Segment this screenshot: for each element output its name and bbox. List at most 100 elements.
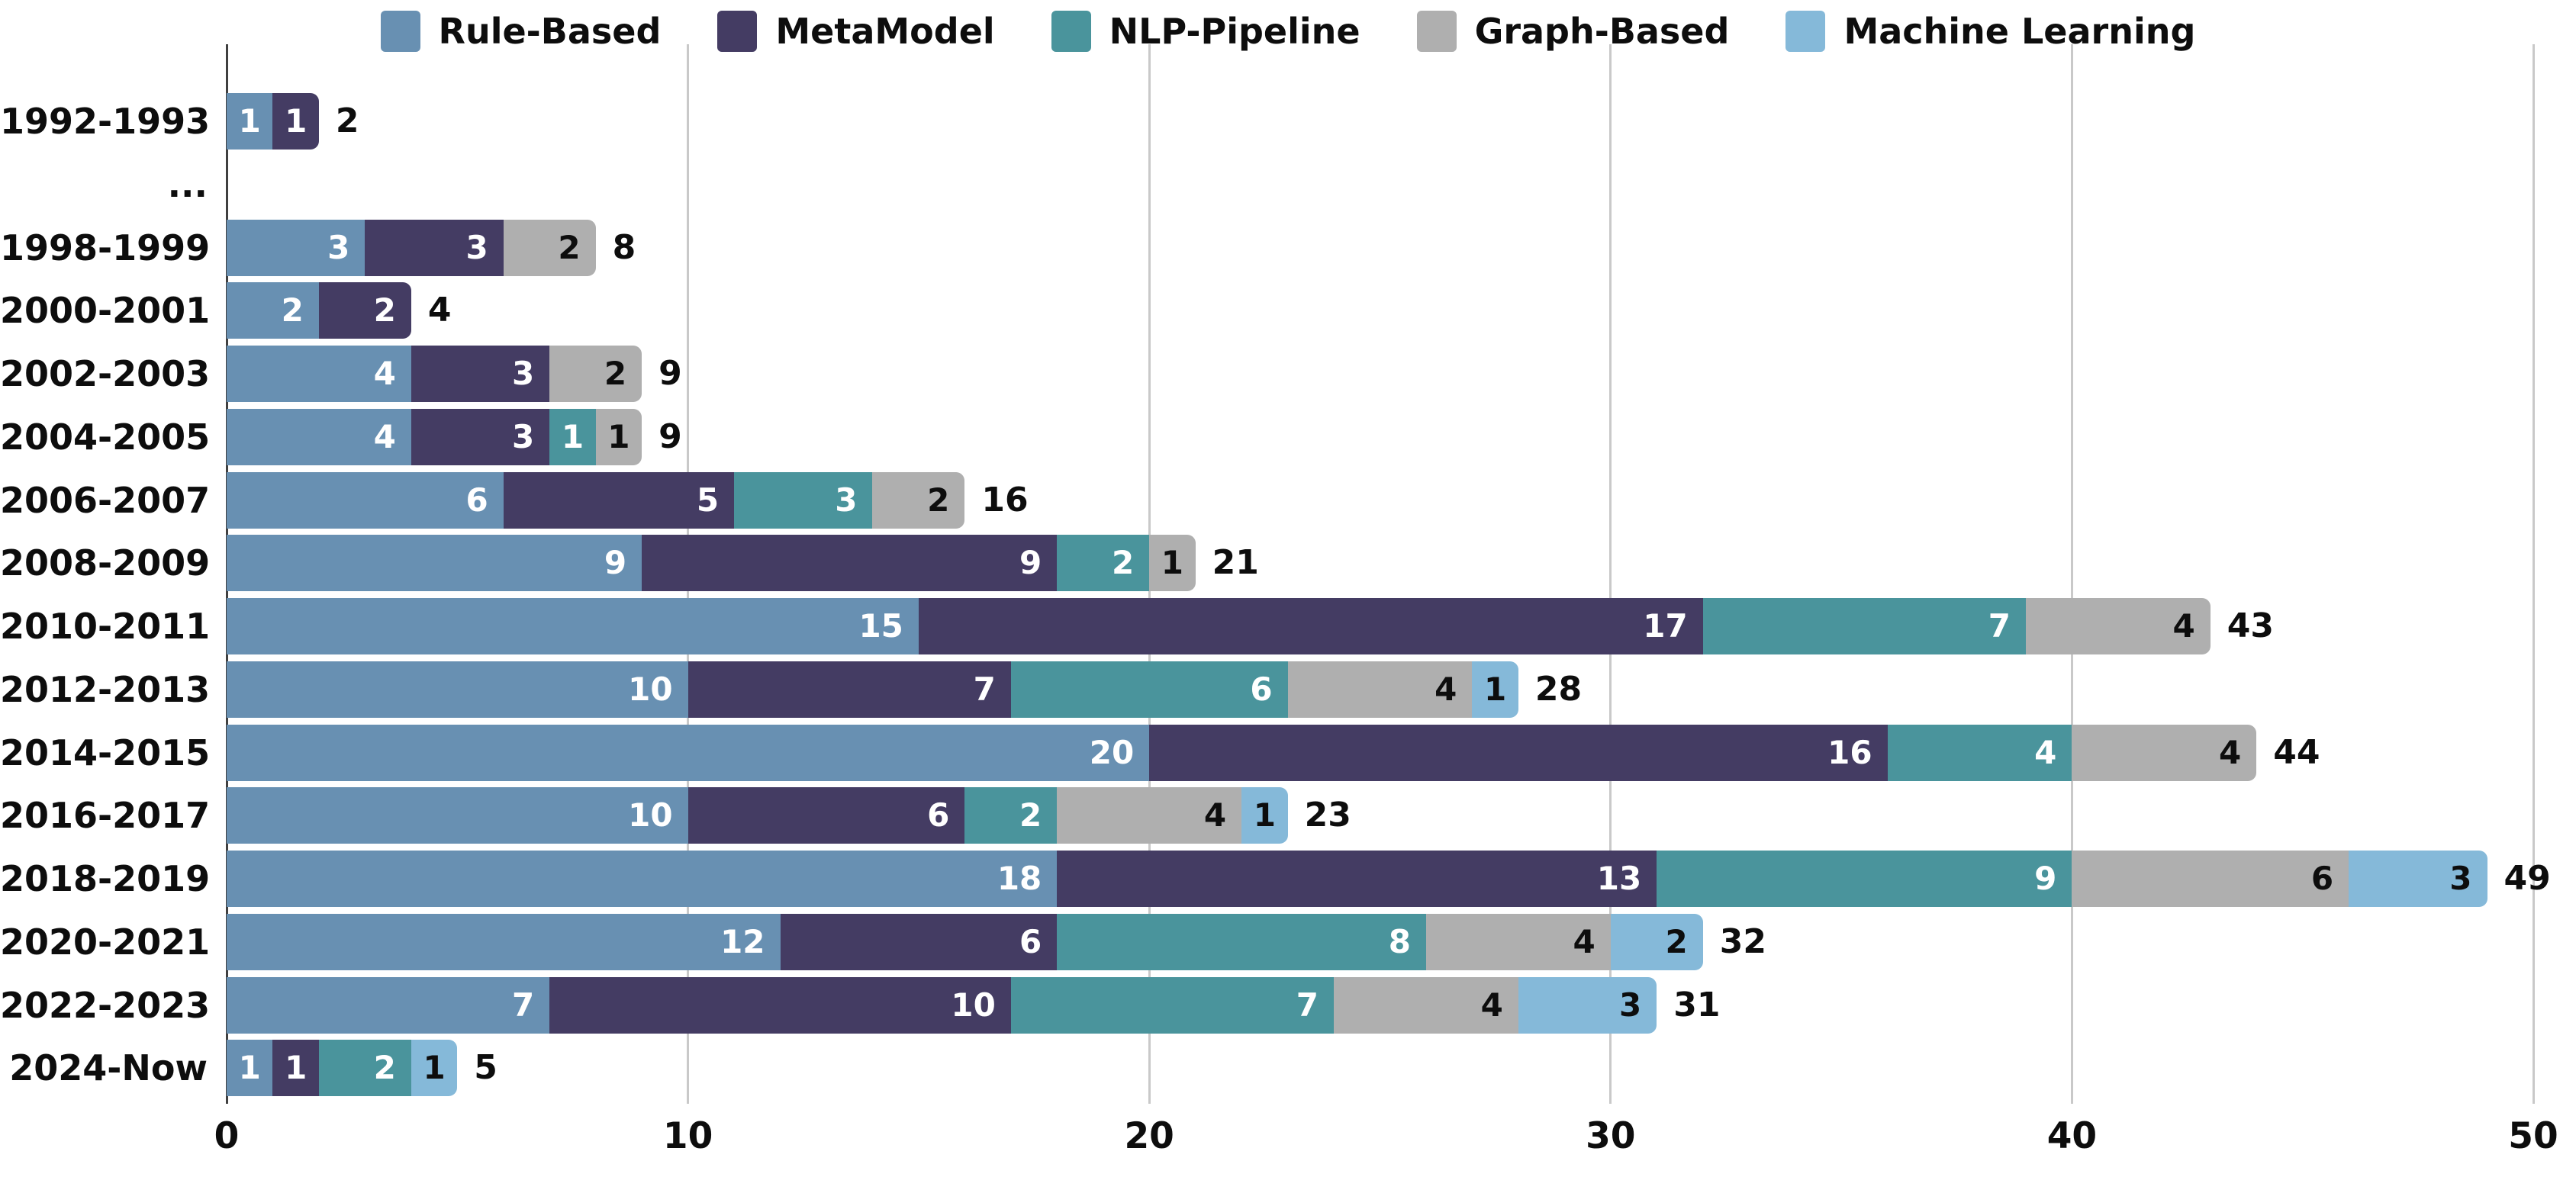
legend-item-rule-based: Rule-Based <box>380 11 661 52</box>
bar-segment-metamodel: 1 <box>272 1040 319 1097</box>
segment-value-label: 4 <box>2218 733 2242 771</box>
bar-segment-rule-based: 4 <box>227 346 411 402</box>
segment-value-label: 12 <box>720 922 765 960</box>
legend-swatch-machine-learning <box>1785 11 1826 52</box>
bar-total-label: 16 <box>981 480 1029 519</box>
bar-segment-machine-learning: 3 <box>1518 976 1657 1034</box>
segment-value-label: 20 <box>1089 733 1135 771</box>
segment-value-label: 3 <box>327 228 350 266</box>
segment-value-label: 1 <box>1253 796 1276 835</box>
bar-total-label: 43 <box>2227 606 2274 645</box>
bar-segment-rule-based: 3 <box>227 219 365 276</box>
category-label: 2010-2011 <box>0 606 211 647</box>
bar-segment-metamodel: 6 <box>780 913 1058 970</box>
bar-total-label: 28 <box>1534 669 1583 709</box>
segment-value-label: 1 <box>561 417 584 455</box>
segment-value-label: 2 <box>1111 544 1135 582</box>
category-label: 2012-2013 <box>0 668 211 710</box>
bar-total-label: 4 <box>427 291 452 330</box>
segment-value-label: 4 <box>2034 733 2057 771</box>
segment-value-label: 6 <box>1250 670 1273 708</box>
bar-segment-graph-based: 2 <box>549 346 642 402</box>
bar-total-label: 5 <box>474 1048 497 1088</box>
segment-value-label: 18 <box>997 860 1042 897</box>
bar-segment-nlp-pipeline: 7 <box>1702 598 2026 654</box>
bar-segment-graph-based: 1 <box>595 408 642 465</box>
segment-value-label: 6 <box>465 481 488 519</box>
bar-total-label: 23 <box>1304 796 1351 835</box>
category-label: 2000-2001 <box>0 290 211 332</box>
category-label: 2004-2005 <box>0 416 211 458</box>
segment-value-label: 2 <box>558 228 581 266</box>
segment-value-label: 1 <box>1484 670 1507 708</box>
chart-legend: Rule-Based MetaModel NLP-Pipeline Graph-Bas… <box>0 11 2576 52</box>
bar-total-label: 21 <box>1212 543 1259 583</box>
segment-value-label: 10 <box>628 670 673 708</box>
segment-value-label: 6 <box>927 796 950 835</box>
segment-value-label: 7 <box>973 670 996 708</box>
bar-segment-metamodel: 16 <box>1149 724 1888 781</box>
x-axis-tick-label: 0 <box>214 1115 240 1157</box>
bar-segment-graph-based: 4 <box>2072 724 2257 781</box>
bar-segment-metamodel: 13 <box>1057 851 1657 907</box>
bar-segment-nlp-pipeline: 2 <box>964 787 1058 844</box>
category-label: 1998-1999 <box>0 227 211 269</box>
bar-total-label: 2 <box>335 101 359 140</box>
category-label: 2006-2007 <box>0 479 211 521</box>
segment-value-label: 7 <box>511 986 535 1024</box>
segment-value-label: 16 <box>1827 733 1872 771</box>
bar-segment-metamodel: 3 <box>411 408 550 465</box>
segment-value-label: 1 <box>1161 544 1184 582</box>
segment-value-label: 9 <box>604 544 627 582</box>
segment-value-label: 10 <box>628 796 673 835</box>
bar-segment-nlp-pipeline: 2 <box>1057 535 1150 592</box>
segment-value-label: 10 <box>951 986 996 1024</box>
x-axis-tick-label: 40 <box>2046 1115 2098 1157</box>
category-label: 2014-2015 <box>0 732 211 773</box>
bar-segment-nlp-pipeline: 1 <box>549 408 596 465</box>
bar-segment-metamodel: 1 <box>272 93 319 150</box>
segment-value-label: 6 <box>2310 860 2334 897</box>
bar-segment-rule-based: 20 <box>227 724 1150 781</box>
bar-total-label: 49 <box>2504 859 2551 898</box>
segment-value-label: 1 <box>238 1049 261 1087</box>
segment-value-label: 7 <box>1988 607 2011 645</box>
category-label: 2022-2023 <box>0 984 211 1026</box>
bar-total-label: 9 <box>658 354 682 393</box>
segment-value-label: 3 <box>465 228 488 266</box>
segment-value-label: 4 <box>373 417 396 455</box>
bar-segment-metamodel: 6 <box>687 787 965 844</box>
bar-segment-metamodel: 9 <box>642 535 1058 592</box>
segment-value-label: 6 <box>1019 922 1042 960</box>
segment-value-label: 15 <box>858 607 903 645</box>
category-label: 2002-2003 <box>0 353 211 394</box>
bar-segment-rule-based: 7 <box>227 976 550 1034</box>
bar-segment-metamodel: 10 <box>549 976 1011 1034</box>
bar-total-label: 44 <box>2273 732 2320 772</box>
bar-segment-graph-based: 4 <box>1287 661 1473 718</box>
segment-value-label: 3 <box>835 481 858 519</box>
bar-segment-rule-based: 2 <box>227 282 319 339</box>
bar-total-label: 31 <box>1673 985 1721 1024</box>
segment-value-label: 2 <box>281 291 304 330</box>
legend-label: NLP-Pipeline <box>1109 11 1360 52</box>
segment-value-label: 4 <box>1203 796 1227 835</box>
segment-value-label: 1 <box>423 1049 446 1087</box>
category-label: 2024-Now <box>9 1047 208 1089</box>
segment-value-label: 5 <box>696 481 720 519</box>
bar-segment-nlp-pipeline: 3 <box>734 471 873 529</box>
category-label: 2016-2017 <box>0 795 211 837</box>
bar-total-label: 8 <box>612 227 636 267</box>
x-axis-tick-label: 20 <box>1124 1115 1174 1157</box>
segment-value-label: 2 <box>373 1049 396 1087</box>
bar-segment-rule-based: 4 <box>227 408 411 465</box>
bar-segment-graph-based: 1 <box>1149 535 1196 592</box>
segment-value-label: 9 <box>1019 544 1042 582</box>
bar-segment-metamodel: 3 <box>411 346 550 402</box>
bar-segment-metamodel: 7 <box>687 661 1011 718</box>
bar-total-label: 32 <box>1719 921 1766 961</box>
category-label: 2018-2019 <box>0 858 211 899</box>
bar-segment-rule-based: 18 <box>227 851 1058 907</box>
bar-segment-graph-based: 2 <box>872 471 965 529</box>
segment-value-label: 3 <box>511 355 535 392</box>
